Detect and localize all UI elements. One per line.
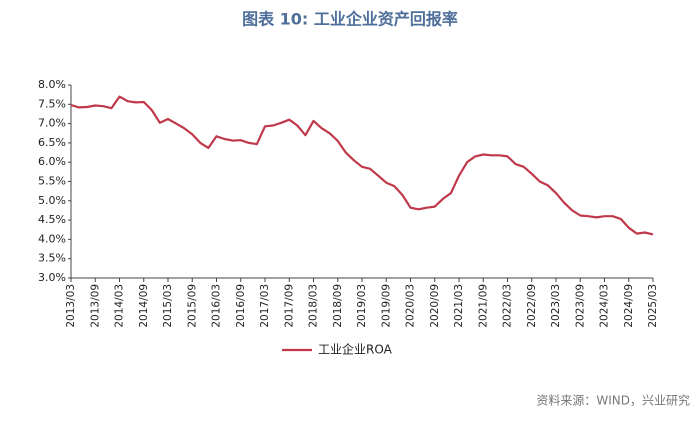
x-tick-label: 2016/03 — [211, 284, 223, 328]
y-tick-label: 3.0% — [38, 271, 66, 284]
x-tick-label: 2018/03 — [308, 284, 320, 328]
x-tick-label: 2024/03 — [599, 284, 611, 328]
x-tick-label: 2022/03 — [502, 284, 514, 328]
x-tick-label: 2023/09 — [574, 284, 586, 328]
x-tick-label: 2021/09 — [477, 284, 489, 328]
y-tick-label: 5.5% — [38, 175, 66, 188]
x-tick-label: 2023/03 — [550, 284, 562, 328]
y-tick-label: 6.5% — [38, 136, 66, 149]
x-tick-label: 2014/09 — [138, 284, 150, 328]
x-tick-label: 2017/09 — [283, 284, 295, 328]
x-tick-label: 2018/09 — [332, 284, 344, 328]
y-tick-label: 6.0% — [38, 155, 66, 168]
x-tick-label: 2015/09 — [186, 284, 198, 328]
x-tick-label: 2013/09 — [89, 284, 101, 328]
y-tick-label: 7.5% — [38, 97, 66, 110]
x-tick-label: 2014/03 — [114, 284, 126, 328]
x-tick-label: 2016/09 — [235, 284, 247, 328]
legend-label: 工业企业ROA — [318, 342, 393, 357]
x-tick-label: 2019/03 — [356, 284, 368, 328]
x-tick-label: 2013/03 — [65, 284, 77, 328]
y-tick-label: 7.0% — [38, 117, 66, 130]
x-tick-label: 2022/09 — [526, 284, 538, 328]
y-tick-label: 3.5% — [38, 252, 66, 265]
x-tick-label: 2020/03 — [405, 284, 417, 328]
x-tick-label: 2024/09 — [623, 284, 635, 328]
x-tick-label: 2025/03 — [647, 284, 659, 328]
x-tick-label: 2020/09 — [429, 284, 441, 328]
y-tick-label: 8.0% — [38, 78, 66, 91]
x-tick-label: 2017/03 — [259, 284, 271, 328]
y-tick-label: 4.5% — [38, 213, 66, 226]
y-tick-label: 4.0% — [38, 232, 66, 245]
chart-title: 图表 10: 工业企业资产回报率 — [242, 10, 458, 29]
x-tick-label: 2019/09 — [380, 284, 392, 328]
x-tick-label: 2015/03 — [162, 284, 174, 328]
data-line — [70, 95, 654, 236]
y-tick-label: 5.0% — [38, 194, 66, 207]
source-note: 资料来源：WIND，兴业研究 — [536, 393, 690, 408]
x-tick-label: 2021/03 — [453, 284, 465, 328]
